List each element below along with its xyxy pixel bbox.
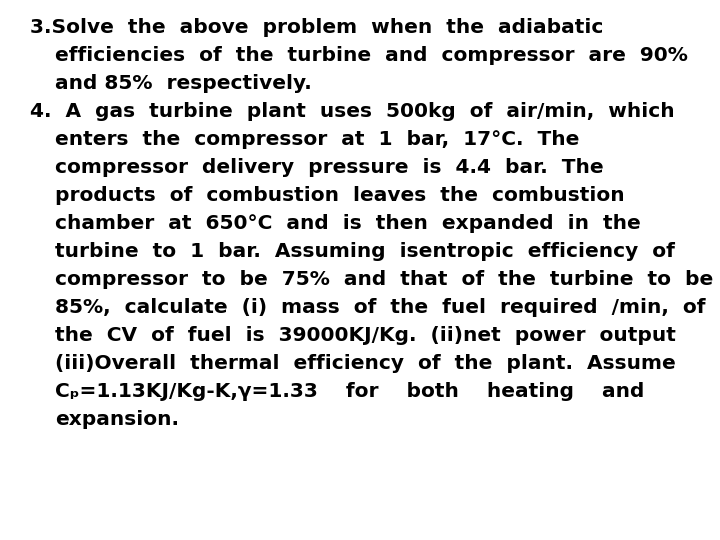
Text: expansion.: expansion. bbox=[55, 410, 179, 429]
Text: the  CV  of  fuel  is  39000KJ/Kg.  (ii)net  power  output: the CV of fuel is 39000KJ/Kg. (ii)net po… bbox=[55, 326, 676, 345]
Text: products  of  combustion  leaves  the  combustion: products of combustion leaves the combus… bbox=[55, 186, 625, 205]
Text: compressor  delivery  pressure  is  4.4  bar.  The: compressor delivery pressure is 4.4 bar.… bbox=[55, 158, 603, 177]
Text: 3.Solve  the  above  problem  when  the  adiabatic: 3.Solve the above problem when the adiab… bbox=[30, 18, 603, 37]
Text: and 85%  respectively.: and 85% respectively. bbox=[55, 74, 312, 93]
Text: chamber  at  650°C  and  is  then  expanded  in  the: chamber at 650°C and is then expanded in… bbox=[55, 214, 641, 233]
Text: 4.  A  gas  turbine  plant  uses  500kg  of  air/min,  which: 4. A gas turbine plant uses 500kg of air… bbox=[30, 102, 675, 121]
Text: (iii)Overall  thermal  efficiency  of  the  plant.  Assume: (iii)Overall thermal efficiency of the p… bbox=[55, 354, 676, 373]
Text: 85%,  calculate  (i)  mass  of  the  fuel  required  /min,  of: 85%, calculate (i) mass of the fuel requ… bbox=[55, 298, 706, 317]
Text: enters  the  compressor  at  1  bar,  17°C.  The: enters the compressor at 1 bar, 17°C. Th… bbox=[55, 130, 580, 149]
Text: efficiencies  of  the  turbine  and  compressor  are  90%: efficiencies of the turbine and compress… bbox=[55, 46, 688, 65]
Text: turbine  to  1  bar.  Assuming  isentropic  efficiency  of: turbine to 1 bar. Assuming isentropic ef… bbox=[55, 242, 675, 261]
Text: Cₚ=1.13KJ/Kg-K,γ=1.33    for    both    heating    and: Cₚ=1.13KJ/Kg-K,γ=1.33 for both heating a… bbox=[55, 382, 644, 401]
Text: compressor  to  be  75%  and  that  of  the  turbine  to  be: compressor to be 75% and that of the tur… bbox=[55, 270, 714, 289]
